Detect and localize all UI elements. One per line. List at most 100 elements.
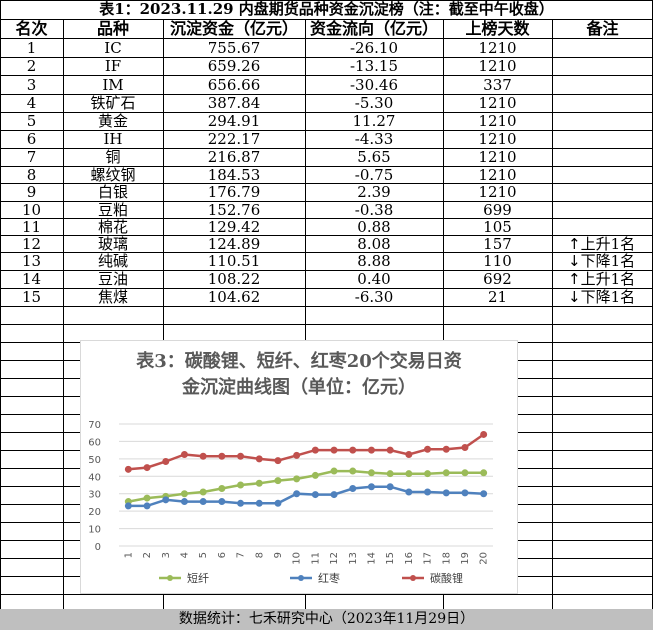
- x-tick-label: 15: [385, 552, 396, 565]
- arrow-up-icon: ↑: [568, 270, 581, 288]
- x-tick-label: 1: [123, 552, 134, 558]
- x-tick-label: 12: [329, 552, 340, 565]
- table-hline: [0, 166, 653, 167]
- cell-note: ↑上升1名: [564, 236, 653, 252]
- cell-flow: -6.30: [354, 288, 394, 306]
- cell-days: 337: [483, 76, 512, 94]
- data-point: [293, 451, 301, 459]
- data-point: [162, 457, 170, 465]
- header-rank: 名次: [15, 19, 48, 38]
- cell-rank: 2: [26, 57, 37, 75]
- x-tick-label: 3: [161, 552, 172, 558]
- chart-panel: 表3：碳酸锂、短纤、红枣20个交易日资 金沉淀曲线图（单位：亿元） 0 10 20 30…: [80, 340, 518, 594]
- data-point: [180, 498, 188, 506]
- table-hline: [0, 148, 653, 149]
- series-line-2: [128, 433, 485, 471]
- cell-days: 1210: [478, 57, 517, 75]
- table-hline: [0, 235, 653, 236]
- data-point: [255, 479, 263, 487]
- data-point: [442, 445, 450, 453]
- cell-days: 699: [483, 201, 512, 219]
- data-point: [274, 477, 282, 485]
- table-hline: [0, 19, 653, 20]
- cell-rank: 6: [26, 130, 37, 148]
- data-point: [405, 488, 413, 496]
- cell-name: 螺纹钢: [90, 166, 136, 184]
- data-point: [442, 469, 450, 477]
- data-point: [274, 499, 282, 507]
- data-point: [255, 455, 263, 463]
- data-point: [461, 444, 469, 452]
- cell-flow: -0.38: [354, 201, 394, 219]
- data-point: [386, 470, 394, 478]
- cell-flow: 8.88: [357, 252, 391, 270]
- y-tick-label: 60: [88, 437, 101, 448]
- legend-label: 短纤: [187, 571, 209, 585]
- cell-capital: 124.89: [207, 235, 261, 253]
- cell-capital: 656.66: [207, 76, 261, 94]
- cell-name: IH: [103, 130, 123, 148]
- cell-capital: 129.42: [207, 218, 261, 236]
- cell-flow: -0.75: [354, 166, 394, 184]
- x-tick-label: 14: [366, 552, 377, 565]
- cell-name: 铁矿石: [90, 94, 136, 112]
- chart-title-line: 表3：碳酸锂、短纤、红枣20个交易日资: [136, 351, 462, 372]
- legend-marker: [167, 575, 173, 581]
- cell-flow: 11.27: [352, 112, 396, 130]
- cell-capital: 110.51: [207, 252, 261, 270]
- x-tick-label: 7: [236, 552, 247, 558]
- data-point: [367, 469, 375, 477]
- data-point: [237, 452, 245, 460]
- cell-flow: -13.15: [349, 57, 398, 75]
- cell-capital: 387.84: [207, 94, 261, 112]
- data-point: [424, 445, 432, 453]
- cell-days: 1210: [478, 148, 517, 166]
- cell-capital: 659.26: [207, 57, 261, 75]
- chart-title: 表3：碳酸锂、短纤、红枣20个交易日资 金沉淀曲线图（单位：亿元）: [81, 349, 517, 401]
- data-point: [461, 469, 469, 477]
- x-tick-label: 8: [254, 552, 265, 558]
- table-hline: [0, 218, 653, 219]
- data-point: [349, 484, 357, 492]
- cell-name: 铜: [105, 148, 121, 166]
- data-point: [237, 499, 245, 507]
- data-point: [180, 490, 188, 498]
- data-point: [124, 465, 132, 473]
- table-hline: [0, 38, 653, 39]
- data-point: [124, 502, 132, 510]
- table-vline: [163, 19, 164, 609]
- legend-marker: [298, 575, 304, 581]
- legend-label: 碳酸锂: [430, 571, 463, 585]
- data-point: [311, 446, 319, 454]
- data-point: [349, 467, 357, 475]
- cell-days: 21: [487, 288, 508, 306]
- cell-rank: 14: [21, 270, 42, 288]
- x-tick-label: 18: [441, 552, 452, 565]
- cell-note: ↓下降1名: [564, 253, 653, 270]
- table-hline: [0, 288, 653, 289]
- table-vline: [0, 0, 1, 609]
- cell-flow: 0.40: [357, 270, 391, 288]
- data-point: [218, 452, 226, 460]
- table-hline: [0, 57, 653, 58]
- cell-days: 692: [483, 270, 512, 288]
- cell-rank: 8: [26, 166, 37, 184]
- cell-rank: 4: [26, 94, 37, 112]
- table-vline: [63, 19, 64, 609]
- table-vline: [305, 19, 306, 609]
- x-tick-label: 11: [310, 552, 321, 565]
- data-point: [311, 471, 319, 479]
- cell-name: 棉花: [97, 218, 128, 236]
- data-point: [424, 488, 432, 496]
- cell-flow: -26.10: [349, 39, 398, 57]
- cell-days: 110: [483, 252, 512, 270]
- chart-title-line: 金沉淀曲线图（单位：亿元）: [182, 377, 416, 398]
- data-point: [237, 481, 245, 489]
- data-point: [143, 494, 151, 502]
- x-tick-label: 2: [142, 552, 153, 558]
- data-point: [293, 490, 301, 498]
- cell-flow: 0.88: [357, 218, 391, 236]
- header-days: 上榜天数: [465, 19, 530, 38]
- data-point: [442, 489, 450, 497]
